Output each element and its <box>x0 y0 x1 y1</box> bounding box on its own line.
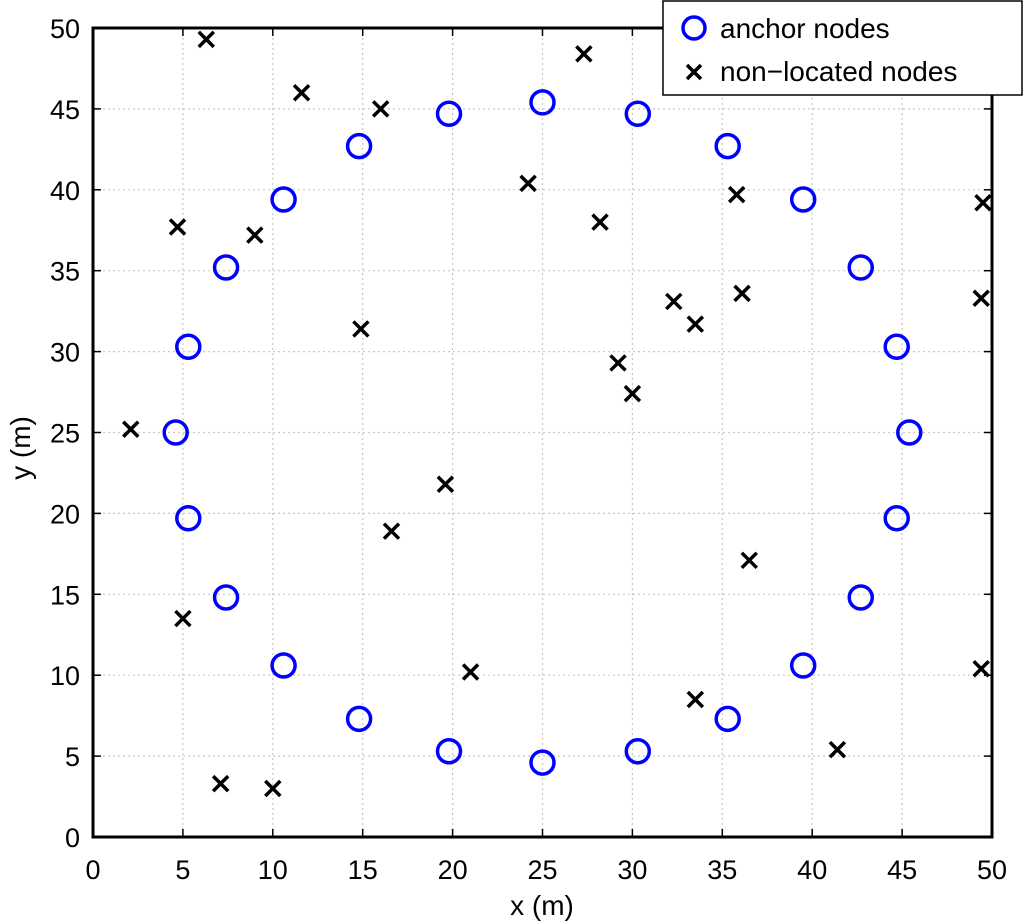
y-tick-label: 45 <box>50 95 80 125</box>
x-tick-label: 40 <box>797 855 827 885</box>
x-tick-label: 15 <box>348 855 378 885</box>
anchor-node-point <box>212 254 240 281</box>
non-located-node-point <box>197 30 216 49</box>
non-located-node-point <box>591 213 609 231</box>
non-located-node-point <box>727 185 746 204</box>
x-tick-label: 45 <box>887 855 917 885</box>
anchor-node-point <box>435 100 463 128</box>
anchor-node-point <box>212 584 240 611</box>
non-located-node-point <box>246 226 264 244</box>
non-located-node-point <box>623 384 642 403</box>
x-tick-label: 35 <box>707 855 737 885</box>
non-located-node-point <box>665 292 683 311</box>
y-tick-label: 50 <box>50 14 80 44</box>
x-tick-label: 0 <box>85 855 100 885</box>
non-located-node-point <box>292 83 311 102</box>
x-tick-label: 20 <box>438 855 468 885</box>
anchor-node-point <box>847 254 874 281</box>
non-located-node-point <box>461 663 480 681</box>
y-axis-label: y (m) <box>5 416 36 480</box>
x-tick-label: 10 <box>258 855 288 885</box>
non-located-node-point <box>686 315 705 333</box>
non-located-node-point <box>828 740 847 759</box>
anchor-node-point <box>270 186 297 213</box>
anchor-node-point <box>896 419 923 446</box>
y-tick-labels: 0 5 10 15 20 25 30 35 40 45 50 <box>50 14 80 853</box>
non-located-node-point <box>371 100 390 118</box>
legend-non-located-label: non−located nodes <box>720 56 957 87</box>
y-tick-label: 15 <box>50 580 80 610</box>
y-tick-label: 35 <box>50 257 80 287</box>
y-tick-label: 25 <box>50 419 80 449</box>
anchor-node-point <box>270 652 297 679</box>
non-located-node-point <box>575 45 593 63</box>
non-located-node-point <box>264 779 282 798</box>
y-tick-label: 5 <box>65 742 80 772</box>
y-tick-label: 40 <box>50 176 80 206</box>
non-located-node-point <box>436 475 455 494</box>
y-tick-label: 10 <box>50 661 80 691</box>
non-located-node-point <box>972 659 990 678</box>
anchor-node-point <box>435 737 463 765</box>
non-located-node-point <box>733 284 751 303</box>
anchor-node-point <box>714 705 741 733</box>
y-tick-label: 0 <box>65 823 80 853</box>
anchor-node-point <box>345 705 373 733</box>
non-located-node-point <box>686 690 705 709</box>
anchor-node-point <box>789 652 817 679</box>
x-tick-label: 30 <box>617 855 647 885</box>
x-tick-label: 5 <box>175 855 190 885</box>
anchor-node-point <box>175 505 202 532</box>
legend-non-located-marker <box>685 63 703 81</box>
x-tick-label: 50 <box>977 855 1007 885</box>
y-tick-label: 20 <box>50 499 80 529</box>
x-axis-label: x (m) <box>510 890 574 921</box>
x-tick-label: 25 <box>527 855 557 885</box>
anchor-node-point <box>175 333 202 360</box>
non-located-node-point <box>519 174 537 193</box>
legend-anchor-marker <box>681 15 707 41</box>
legend-anchor-label: anchor nodes <box>720 13 890 44</box>
non-located-node-point <box>974 194 992 212</box>
legend: anchor nodes non−located nodes <box>662 0 1023 96</box>
anchor-node-point <box>883 333 910 360</box>
anchor-node-point <box>789 186 817 213</box>
non-located-node-point <box>211 774 230 793</box>
anchor-node-point <box>847 584 874 611</box>
x-tick-labels: 0 5 10 15 20 25 30 35 40 45 50 <box>85 855 1007 885</box>
non-located-node-point <box>174 609 192 628</box>
non-located-node-point <box>122 420 140 439</box>
anchor-node-point <box>883 505 910 532</box>
non-located-node-point <box>352 320 370 338</box>
non-located-node-point <box>382 522 401 540</box>
anchor-node-point <box>345 132 373 160</box>
non-located-node-point <box>972 289 990 307</box>
non-located-node-point <box>168 218 187 236</box>
legend-box <box>662 0 1023 96</box>
anchor-node-point <box>529 89 556 116</box>
non-located-node-point <box>740 551 759 570</box>
data-marks <box>122 30 992 798</box>
y-tick-label: 30 <box>50 338 80 368</box>
anchor-node-point <box>162 419 189 446</box>
anchor-node-point <box>624 100 652 128</box>
anchor-node-point <box>529 749 556 776</box>
non-located-node-point <box>609 354 627 372</box>
anchor-node-point <box>714 132 741 160</box>
anchor-node-point <box>624 737 652 765</box>
